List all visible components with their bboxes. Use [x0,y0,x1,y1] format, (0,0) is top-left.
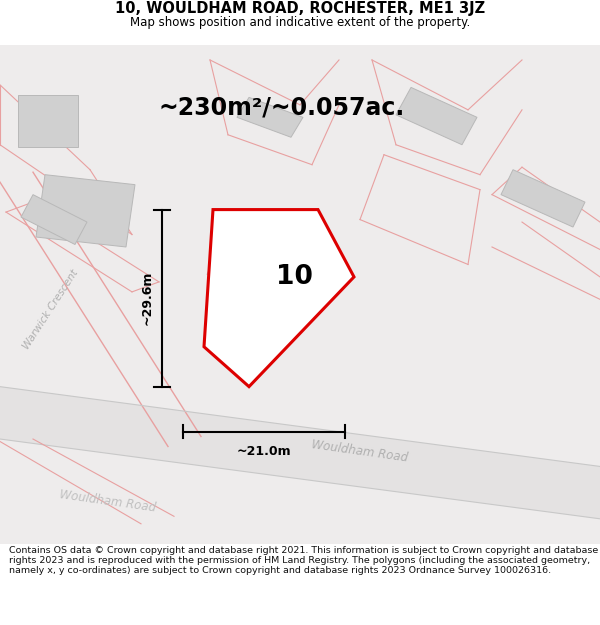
Bar [18,95,78,148]
Polygon shape [237,98,303,138]
Text: ~29.6m: ~29.6m [140,271,154,325]
Polygon shape [21,194,87,244]
Text: 10, WOULDHAM ROAD, ROCHESTER, ME1 3JZ: 10, WOULDHAM ROAD, ROCHESTER, ME1 3JZ [115,1,485,16]
Text: Warwick Crescent: Warwick Crescent [22,268,80,351]
Text: ~21.0m: ~21.0m [236,445,292,458]
Polygon shape [501,169,585,227]
Text: Contains OS data © Crown copyright and database right 2021. This information is : Contains OS data © Crown copyright and d… [9,546,598,576]
Polygon shape [0,387,600,519]
Polygon shape [396,88,477,145]
Polygon shape [36,174,135,247]
Text: 10: 10 [275,264,313,290]
Polygon shape [207,234,291,302]
Text: Wouldham Road: Wouldham Road [59,488,157,514]
Text: Map shows position and indicative extent of the property.: Map shows position and indicative extent… [130,16,470,29]
Text: Wouldham Road: Wouldham Road [311,438,409,464]
Text: ~230m²/~0.057ac.: ~230m²/~0.057ac. [159,96,405,119]
Polygon shape [204,209,354,387]
